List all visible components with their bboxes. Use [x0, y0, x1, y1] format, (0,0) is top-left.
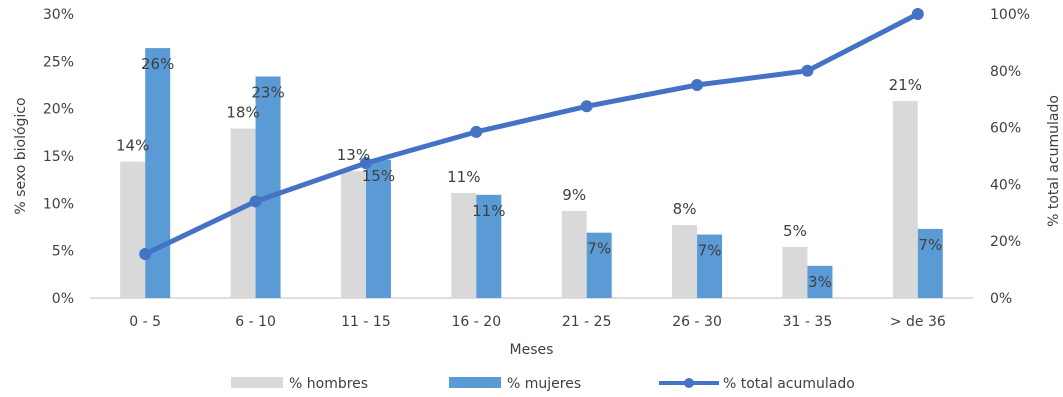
legend-label: % total acumulado [723, 376, 855, 392]
line-point [801, 64, 814, 77]
x-tick-label: 21 - 25 [562, 314, 612, 330]
line-point [139, 247, 152, 260]
bar-hombres [451, 192, 477, 298]
y-tick-label: 15% [43, 149, 74, 165]
line-point [580, 100, 593, 113]
data-label-hombres: 11% [447, 168, 480, 186]
data-label-hombres: 9% [562, 186, 586, 204]
y-tick-label: 5% [52, 244, 74, 260]
x-tick-label: 26 - 30 [672, 314, 722, 330]
bar-mujeres [145, 48, 171, 298]
data-label-mujeres: 3% [808, 273, 832, 291]
x-tick-label: 6 - 10 [235, 314, 276, 330]
line-point [911, 8, 924, 20]
data-label-mujeres: 7% [698, 242, 722, 260]
y2-tick-label: 60% [990, 121, 1021, 137]
y-tick-label: 0% [52, 291, 74, 307]
data-label-mujeres: 23% [251, 83, 284, 101]
line-point [691, 79, 704, 91]
x-tick-label: 11 - 15 [341, 314, 391, 330]
data-label-hombres: 18% [226, 104, 259, 122]
bar-hombres [340, 171, 366, 298]
bar-mujeres [807, 265, 833, 298]
line-point [359, 157, 372, 170]
x-tick-label: 0 - 5 [129, 314, 161, 330]
bar-hombres [782, 246, 808, 298]
x-axis-title: Meses [510, 342, 554, 358]
y-tick-label: 20% [43, 102, 74, 118]
bar-mujeres [365, 159, 391, 298]
y-tick-label: 25% [43, 54, 74, 70]
y2-tick-label: 20% [990, 234, 1021, 250]
bar-hombres [561, 210, 587, 298]
line-point [249, 195, 262, 208]
data-label-hombres: 5% [783, 222, 807, 240]
data-label-mujeres: 11% [472, 202, 505, 220]
y-tick-label: 30% [43, 7, 74, 23]
bar-mujeres [697, 234, 723, 298]
y2-tick-label: 40% [990, 177, 1021, 193]
data-label-mujeres: 15% [362, 167, 395, 185]
legend-swatch [449, 377, 501, 388]
line-total-acumulado [142, 11, 921, 257]
bar-mujeres [586, 232, 612, 298]
legend-swatch-marker [684, 378, 694, 388]
y-axis-title: % sexo biológico [13, 97, 29, 214]
legend-label: % mujeres [507, 376, 581, 392]
y2-tick-label: 100% [990, 7, 1030, 23]
bar-hombres [672, 225, 698, 298]
data-label-hombres: 13% [337, 146, 370, 164]
legend-swatch [231, 377, 283, 388]
data-label-hombres: 8% [673, 200, 697, 218]
data-label-hombres: 21% [889, 76, 922, 94]
y2-tick-label: 0% [990, 291, 1012, 307]
bar-mujeres [917, 228, 943, 298]
y2-tick-label: 80% [990, 64, 1021, 80]
y-tick-label: 10% [43, 196, 74, 212]
bar-hombres [892, 101, 918, 299]
data-label-mujeres: 26% [141, 55, 174, 73]
x-tick-label: 31 - 35 [783, 314, 833, 330]
line-point [470, 125, 483, 138]
legend-label: % hombres [289, 376, 368, 392]
y2-axis-title: % total acumulado [1046, 95, 1062, 227]
x-tick-label: > de 36 [890, 314, 946, 330]
bar-mujeres [255, 76, 281, 298]
x-tick-label: 16 - 20 [452, 314, 502, 330]
bar-mujeres [476, 194, 502, 298]
data-label-mujeres: 7% [587, 240, 611, 258]
bar-hombres [120, 161, 146, 298]
data-label-mujeres: 7% [918, 236, 942, 254]
data-label-hombres: 14% [116, 137, 149, 155]
